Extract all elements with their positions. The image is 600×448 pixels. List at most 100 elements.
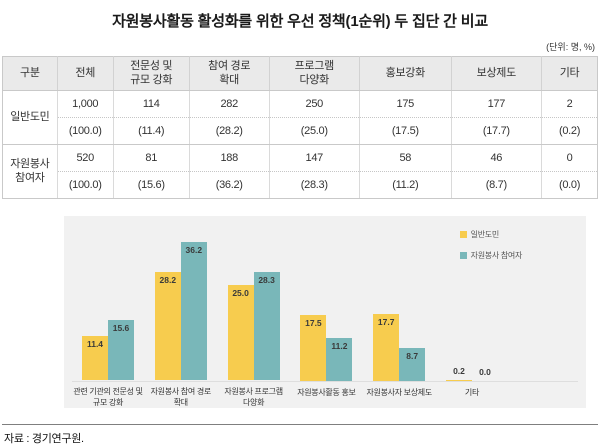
legend-label: 일반도민	[470, 230, 500, 239]
count-cell: 188	[188, 144, 270, 172]
bar: 8.7	[399, 347, 426, 381]
count-cell: 177	[450, 90, 542, 118]
bar-value-label: 11.4	[86, 339, 104, 350]
percent-cell: (11.2)	[358, 171, 452, 199]
category-label: 기타	[464, 388, 480, 397]
legend-item: 자원봉사 참여자	[459, 250, 523, 261]
percent-cell: (100.0)	[56, 171, 114, 199]
legend-item: 일반도민	[459, 229, 522, 240]
count-cell: 147	[268, 144, 360, 172]
table-row: (100.0) (15.6) (36.2) (28.3) (11.2) (8.7) (0.0…	[3, 171, 598, 199]
percent-cell: (25.0)	[268, 117, 360, 145]
percent-cell: (28.2)	[188, 117, 270, 145]
percent-cell: (36.2)	[188, 171, 270, 199]
bar: 11.4	[82, 336, 108, 380]
bar: 28.2	[154, 272, 181, 380]
bar-value-label: 11.2	[331, 341, 348, 352]
bar: 25.0	[227, 284, 254, 380]
percent-cell: (0.0)	[541, 171, 598, 199]
bar: 0.2	[445, 366, 472, 381]
bar-value-label: 36.2	[185, 245, 203, 256]
bar-group: 11.4 15.6 관련 기관의 전문성 및 규모 강화	[73, 216, 143, 408]
bar: 15.6	[108, 320, 134, 380]
percent-cell: (17.7)	[450, 117, 542, 145]
category-label: 자원봉사 프로그램 다양화	[224, 386, 283, 407]
bar: 11.2	[326, 338, 353, 381]
bar-group: 0.2 0.0 기타	[444, 216, 500, 408]
count-cell: 250	[268, 90, 360, 118]
bar-pair: 25.0 28.3	[227, 216, 280, 380]
percent-cell: (8.7)	[450, 171, 542, 199]
bar-value-label: 28.2	[159, 275, 177, 286]
column-header: 보상제도	[450, 56, 542, 91]
count-cell: 1,000	[56, 90, 114, 118]
chart: 11.4 15.6 관련 기관의 전문성 및 규모 강화 28.2 36.2 자원봉사 참…	[64, 216, 586, 408]
row-label: 자원봉사 참여자	[2, 144, 58, 199]
bar-value-label: 0.0	[479, 367, 491, 377]
table-body: 일반도민 1,000 114 282 250 175 177 2 (100.0) (11.4) (2…	[2, 90, 598, 199]
bar: 28.3	[253, 272, 280, 380]
column-header: 구분	[2, 56, 58, 91]
chart-plot: 11.4 15.6 관련 기관의 전문성 및 규모 강화 28.2 36.2 자원봉사 참…	[64, 216, 586, 408]
count-cell: 175	[358, 90, 452, 118]
bar-pair: 11.4 15.6	[82, 216, 134, 380]
column-header: 전체	[56, 56, 114, 91]
bar-group: 17.5 11.2 자원봉사활동 홍보	[297, 216, 356, 408]
percent-cell: (17.5)	[358, 117, 452, 145]
percent-cell: (0.2)	[541, 117, 598, 145]
count-cell: 114	[112, 90, 190, 118]
count-cell: 0	[541, 144, 598, 172]
count-cell: 520	[56, 144, 114, 172]
column-header: 홍보강화	[358, 56, 452, 91]
count-cell: 81	[112, 144, 190, 172]
legend-swatch	[459, 231, 467, 238]
figure-title: 자원봉사활동 활성화를 위한 우선 정책(1순위) 두 집단 간 비교	[112, 13, 488, 30]
bar-value-label: 17.7	[377, 316, 395, 327]
bar-pair: 17.7 8.7	[373, 216, 426, 381]
column-header: 프로그램 다양화	[268, 56, 360, 91]
bar-pair: 28.2 36.2	[154, 216, 207, 380]
bar-value-label: 8.7	[406, 350, 419, 361]
bar-value-label: 15.6	[112, 323, 130, 334]
bar: 17.5	[300, 314, 327, 381]
source-note: 자료 : 경기연구원.	[4, 433, 84, 445]
x-axis-line	[72, 381, 578, 382]
table-row: (100.0) (11.4) (28.2) (25.0) (17.5) (17.7) (0.…	[3, 117, 598, 145]
comparison-table: 구분 전체 전문성 및 규모 강화 참여 경로 확대 프로그램 다양화 홍보강화 보상제도 기…	[2, 56, 598, 199]
table-row: 일반도민 1,000 114 282 250 175 177 2	[2, 90, 598, 145]
percent-cell: (28.3)	[268, 171, 360, 199]
percent-cell: (11.4)	[112, 117, 190, 145]
bar-value-label: 28.3	[258, 275, 275, 286]
count-cell: 282	[188, 90, 270, 118]
source-divider	[2, 424, 598, 425]
bar-group: 28.2 36.2 자원봉사 참여 경로 확대	[151, 216, 211, 408]
bar: 36.2	[180, 242, 207, 380]
bar-value-label: 0.2	[453, 366, 465, 376]
percent-cell: (15.6)	[112, 171, 190, 199]
bar-group: 17.7 8.7 자원봉사자 보상제도	[366, 216, 432, 408]
table-row: 자원봉사 참여자 520 81 188 147 58 46 0	[2, 144, 598, 199]
row-label: 일반도민	[2, 90, 58, 145]
category-label: 자원봉사자 보상제도	[366, 388, 432, 397]
category-label: 자원봉사 참여 경로 확대	[150, 386, 212, 407]
percent-cell: (100.0)	[56, 117, 114, 145]
category-label: 자원봉사활동 홍보	[297, 388, 356, 397]
unit-note: (단위: 명, %)	[546, 42, 595, 52]
bar-value-label: 25.0	[232, 287, 249, 298]
bar-pair: 17.5 11.2	[300, 216, 353, 381]
bar: 17.7	[373, 313, 400, 381]
legend-swatch	[459, 252, 467, 259]
bar-value-label: 17.5	[305, 317, 322, 328]
count-cell: 46	[450, 144, 542, 172]
bar-pair: 0.2 0.0	[445, 216, 498, 381]
column-header: 참여 경로 확대	[188, 56, 270, 91]
column-header: 전문성 및 규모 강화	[112, 56, 190, 91]
count-cell: 2	[541, 90, 598, 118]
table-header-row: 구분 전체 전문성 및 규모 강화 참여 경로 확대 프로그램 다양화 홍보강화 보상제도 기…	[2, 56, 598, 91]
bar-group: 25.0 28.3 자원봉사 프로그램 다양화	[224, 216, 283, 408]
column-header: 기타	[541, 56, 598, 91]
category-label: 관련 기관의 전문성 및 규모 강화	[73, 386, 143, 407]
legend-label: 자원봉사 참여자	[470, 251, 523, 260]
